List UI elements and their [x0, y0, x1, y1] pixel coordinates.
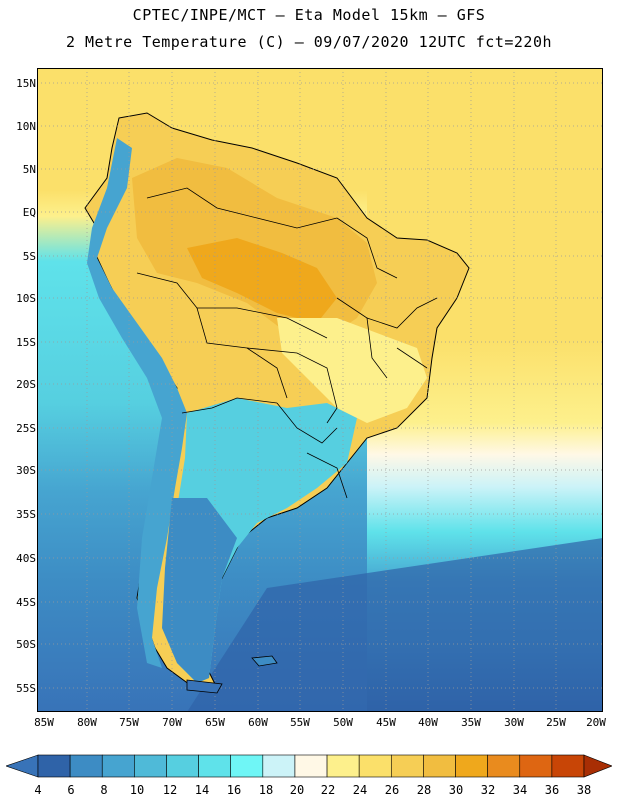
lon-label-25w: 25W: [546, 716, 566, 729]
lon-label-30w: 30W: [504, 716, 524, 729]
lat-label-25s: 25S: [16, 422, 36, 435]
lon-label-65w: 65W: [205, 716, 225, 729]
title-line-1: CPTEC/INPE/MCT – Eta Model 15km – GFS: [132, 6, 486, 24]
patagonia-cold: [162, 498, 237, 683]
temperature-map: [37, 68, 603, 712]
colorbar-cell: [423, 754, 456, 778]
falkland-islands: [251, 655, 278, 667]
tierra-del-fuego: [186, 679, 223, 694]
colorbar-cell: [101, 754, 135, 778]
colorbar-label: 22: [320, 783, 336, 797]
lat-label-30s: 30S: [16, 464, 36, 477]
lat-label-20s: 20S: [16, 378, 36, 391]
colorbar-label: 12: [162, 783, 178, 797]
colorbar-arrow-high: [583, 754, 612, 778]
southern-ocean-field: [187, 538, 603, 712]
colorbar-cell: [37, 754, 71, 778]
lon-label-40w: 40W: [418, 716, 438, 729]
colorbar-cell: [390, 754, 424, 778]
colorbar-label: 26: [384, 783, 400, 797]
map-frame: [37, 68, 603, 712]
colorbar-label: 20: [289, 783, 305, 797]
title-line-2: 2 Metre Temperature (C) – 09/07/2020 12U…: [65, 33, 553, 51]
colorbar-cell: [198, 754, 232, 778]
lon-label-80w: 80W: [77, 716, 97, 729]
colorbar-label: 28: [416, 783, 432, 797]
lat-label-10s: 10S: [16, 292, 36, 305]
lat-label-eq: EQ: [22, 206, 36, 219]
lat-label-40s: 40S: [16, 552, 36, 565]
colorbar-label: 38: [576, 783, 592, 797]
lat-label-50s: 50S: [16, 638, 36, 651]
lat-label-55s: 55S: [16, 682, 36, 695]
hottest-zone: [187, 238, 337, 323]
colorbar-cell: [262, 754, 296, 778]
lat-label-45s: 45S: [16, 596, 36, 609]
colorbar-label: 6: [67, 783, 75, 797]
lon-label-20w: 20W: [586, 716, 606, 729]
southeast-brazil-mild: [277, 318, 427, 423]
colorbar-label: 30: [448, 783, 464, 797]
lat-label-15s: 15S: [16, 336, 36, 349]
colorbar-cell: [134, 754, 167, 778]
colorbar-label: 10: [129, 783, 145, 797]
colorbar-label: 16: [226, 783, 242, 797]
lon-label-60w: 60W: [248, 716, 268, 729]
colorbar-label: 34: [512, 783, 528, 797]
colorbar-cell: [294, 754, 328, 778]
colorbar-cell: [551, 754, 585, 778]
colorbar-label: 32: [480, 783, 496, 797]
colorbar: [6, 754, 612, 778]
caribbean-field: [37, 68, 603, 228]
colorbar-cell: [326, 754, 360, 778]
colorbar-cell: [487, 754, 521, 778]
lon-label-55w: 55W: [290, 716, 310, 729]
graticule: [37, 68, 603, 712]
lon-label-50w: 50W: [333, 716, 353, 729]
lon-label-75w: 75W: [119, 716, 139, 729]
colorbar-label: 24: [352, 783, 368, 797]
colorbar-cell: [69, 754, 103, 778]
lon-label-70w: 70W: [162, 716, 182, 729]
colorbar-label: 8: [100, 783, 108, 797]
lon-label-45w: 45W: [376, 716, 396, 729]
andes-cold-ridge: [87, 138, 187, 668]
colorbar-label: 36: [544, 783, 560, 797]
colorbar-cell: [519, 754, 553, 778]
colorbar-cell: [230, 754, 264, 778]
colorbar-label: 14: [194, 783, 210, 797]
lat-label-35s: 35S: [16, 508, 36, 521]
lat-label-5s: 5S: [22, 250, 36, 263]
lon-label-85w: 85W: [34, 716, 54, 729]
colorbar-cell: [455, 754, 488, 778]
lat-label-5n: 5N: [22, 163, 36, 176]
colorbar-cell: [166, 754, 199, 778]
lat-label-10n: 10N: [16, 120, 36, 133]
lat-label-15n: 15N: [16, 77, 36, 90]
lon-label-35w: 35W: [461, 716, 481, 729]
colorbar-label: 18: [258, 783, 274, 797]
colorbar-label: 4: [34, 783, 42, 797]
country-borders: [136, 187, 438, 499]
colorbar-cell: [358, 754, 392, 778]
colorbar-arrow-low: [6, 754, 39, 778]
